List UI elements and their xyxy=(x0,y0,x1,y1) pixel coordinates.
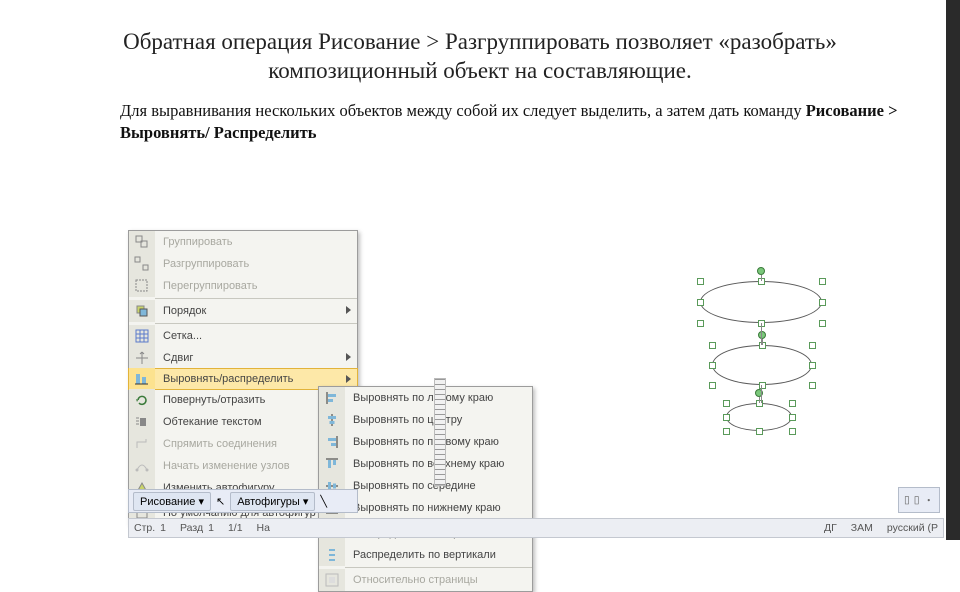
status-bar: Стр. 1 Разд 1 1/1 На ДГ ЗАМ русский (Р xyxy=(128,518,944,538)
submenu-arrow-icon xyxy=(346,306,351,314)
menu-item-rel-page: Относительно страницы xyxy=(319,569,532,591)
menu-item-nudge-icon[interactable]: Сдвиг xyxy=(129,347,357,369)
rotate-icon xyxy=(129,389,155,411)
submenu-arrow-icon xyxy=(346,353,351,361)
selection-handle[interactable] xyxy=(789,428,796,435)
reroute-icon xyxy=(129,433,155,455)
ellipse-shape[interactable] xyxy=(712,345,812,385)
al-center xyxy=(319,409,345,431)
body-pre: Для выравнивания нескольких объектов меж… xyxy=(120,101,806,120)
selection-handle[interactable] xyxy=(709,342,716,349)
selection-handle[interactable] xyxy=(697,320,704,327)
rotation-handle-icon[interactable] xyxy=(758,331,766,339)
nudge-icon xyxy=(129,347,155,369)
al-left xyxy=(319,387,345,409)
editpoints-icon xyxy=(129,455,155,477)
selection-handle[interactable] xyxy=(697,299,704,306)
ungroup-icon xyxy=(129,253,155,275)
selection-handle[interactable] xyxy=(723,428,730,435)
toolbar-sep-icon: ・ xyxy=(924,493,935,508)
rotation-stem xyxy=(761,275,762,281)
order-icon xyxy=(129,300,155,322)
rotation-stem xyxy=(762,339,763,345)
selection-handle[interactable] xyxy=(756,428,763,435)
menu-separator xyxy=(155,323,357,324)
rel-page xyxy=(319,569,345,591)
al-top xyxy=(319,453,345,475)
regroup-icon xyxy=(129,275,155,297)
menu-item-label: Относительно страницы xyxy=(345,574,532,586)
menu-item-al-center[interactable]: Выровнять по центру xyxy=(319,409,532,431)
at-label: На xyxy=(257,522,270,534)
ellipse-shape[interactable] xyxy=(700,281,822,323)
menu-item-al-right[interactable]: Выровнять по правому краю xyxy=(319,431,532,453)
selection-handle[interactable] xyxy=(697,278,704,285)
menu-item-label: Перегруппировать xyxy=(155,280,357,292)
selection-handle[interactable] xyxy=(789,414,796,421)
slide-title: Обратная операция Рисование > Разгруппир… xyxy=(0,0,960,96)
selection-handle[interactable] xyxy=(819,278,826,285)
drawing-menu-button[interactable]: Рисование ▾ xyxy=(133,492,211,511)
vertical-ruler xyxy=(434,378,446,486)
selection-handle[interactable] xyxy=(723,400,730,407)
menu-item-group-icon: Группировать xyxy=(129,231,357,253)
selection-handle[interactable] xyxy=(809,382,816,389)
selection-handle[interactable] xyxy=(709,382,716,389)
submenu-arrow-icon xyxy=(346,375,351,383)
presenter-sidebar xyxy=(946,0,960,540)
drawing-toolbar: Рисование ▾ ↖ Автофигуры ▾ ╲ xyxy=(128,489,358,513)
menu-separator xyxy=(345,567,532,568)
al-right xyxy=(319,431,345,453)
grid-icon xyxy=(129,325,155,347)
menu-item-order-icon[interactable]: Порядок xyxy=(129,300,357,322)
selection-handle[interactable] xyxy=(819,299,826,306)
selection-handle[interactable] xyxy=(709,362,716,369)
menu-item-label: Выровнять по нижнему краю xyxy=(345,502,532,514)
rotation-stem xyxy=(759,397,760,403)
selection-handle[interactable] xyxy=(723,414,730,421)
pointer-tool-icon[interactable]: ↖ xyxy=(216,495,225,508)
group-icon xyxy=(129,231,155,253)
mode-indicator: ЗАМ xyxy=(851,522,873,534)
selected-shapes-canvas xyxy=(650,275,880,475)
menu-item-regroup-icon: Перегруппировать xyxy=(129,275,357,297)
page-label: Стр. xyxy=(134,522,155,534)
connector-line xyxy=(761,385,762,403)
section-label: Разд xyxy=(180,522,203,534)
wrap-icon xyxy=(129,411,155,433)
menu-item-ungroup-icon: Разгруппировать xyxy=(129,253,357,275)
language-indicator: русский (Р xyxy=(887,522,938,534)
connector-line xyxy=(761,323,762,345)
page-count: 1/1 xyxy=(228,522,243,534)
align-icon xyxy=(129,368,155,390)
menu-item-label: Разгруппировать xyxy=(155,258,357,270)
menu-item-al-left[interactable]: Выровнять по левому краю xyxy=(319,387,532,409)
selection-handle[interactable] xyxy=(809,362,816,369)
rotation-handle-icon[interactable] xyxy=(757,267,765,275)
menu-item-label: Сетка... xyxy=(155,330,357,342)
selection-handle[interactable] xyxy=(789,400,796,407)
dist-v xyxy=(319,544,345,566)
menu-item-grid-icon[interactable]: Сетка... xyxy=(129,325,357,347)
menu-item-label: Группировать xyxy=(155,236,357,248)
menu-item-label: Порядок xyxy=(155,305,357,317)
toolbar-right-fragment: ▯ ▯ ・ xyxy=(898,487,940,513)
menu-item-al-top[interactable]: Выровнять по верхнему краю xyxy=(319,453,532,475)
ellipse-shape[interactable] xyxy=(726,403,792,431)
section-number: 1 xyxy=(208,522,214,534)
mode-indicator: ДГ xyxy=(824,522,837,534)
toolbar-sep-icon: ▯ xyxy=(904,494,910,506)
menu-separator xyxy=(155,298,357,299)
line-tool-icon[interactable]: ╲ xyxy=(320,495,327,508)
autoshapes-button[interactable]: Автофигуры ▾ xyxy=(230,492,315,511)
selection-handle[interactable] xyxy=(809,342,816,349)
slide-body: Для выравнивания нескольких объектов меж… xyxy=(0,96,960,155)
menu-item-label: Выровнять/распределить xyxy=(155,373,357,385)
menu-item-label: Сдвиг xyxy=(155,352,357,364)
menu-item-dist-v[interactable]: Распределить по вертикали xyxy=(319,544,532,566)
page-number: 1 xyxy=(160,522,166,534)
selection-handle[interactable] xyxy=(819,320,826,327)
menu-item-label: Распределить по вертикали xyxy=(345,549,532,561)
toolbar-sep-icon: ▯ xyxy=(914,494,920,506)
